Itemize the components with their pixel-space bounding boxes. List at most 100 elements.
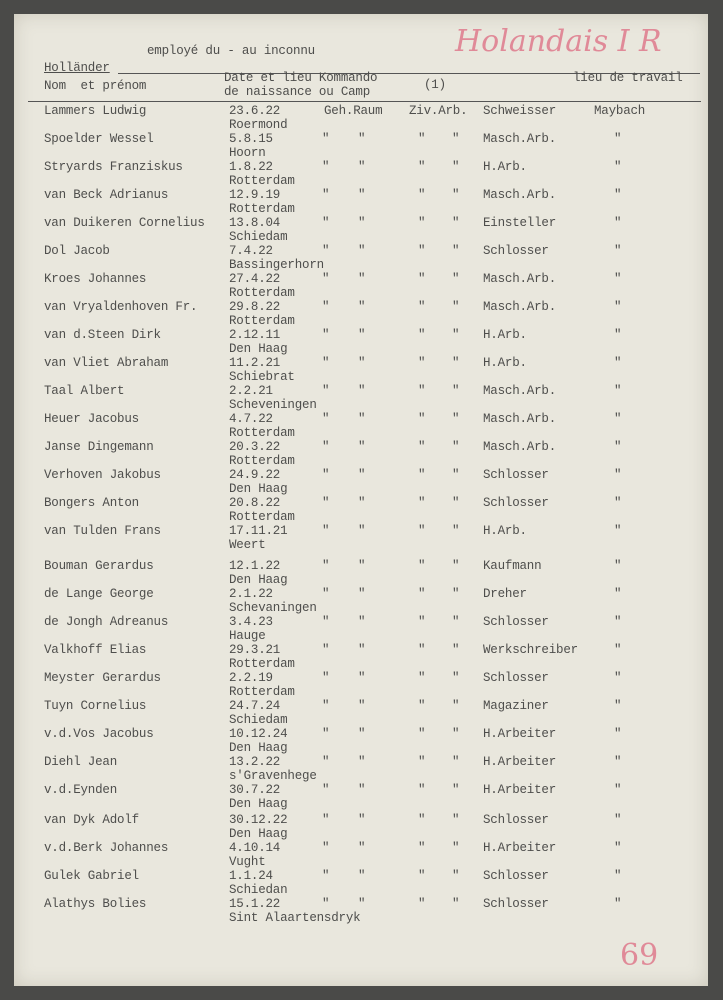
birth-date: 27.4.22	[229, 272, 281, 286]
col-date-header-2: de naissance ou Camp	[224, 85, 371, 99]
kommando: "	[322, 783, 330, 797]
kommando: "	[322, 755, 330, 769]
work-place: "	[614, 755, 622, 769]
kommando: "	[322, 132, 330, 146]
camp: "	[358, 496, 366, 510]
col-3: "	[418, 440, 426, 454]
work-place: "	[614, 160, 622, 174]
col-3: "	[418, 468, 426, 482]
occupation: H.Arbeiter	[483, 755, 557, 769]
birth-place: Rotterdam	[229, 685, 295, 699]
work-place: "	[614, 813, 622, 827]
occupation: Schlosser	[483, 813, 549, 827]
kommando: "	[322, 412, 330, 426]
col-4: "	[452, 559, 460, 573]
work-place: "	[614, 412, 622, 426]
birth-date: 30.12.22	[229, 813, 288, 827]
header-rule	[118, 73, 700, 74]
birth-date: 13.8.04	[229, 216, 281, 230]
person-name: Heuer Jacobus	[44, 412, 139, 426]
kommando: "	[322, 468, 330, 482]
camp: "	[358, 216, 366, 230]
birth-place: Rotterdam	[229, 314, 295, 328]
kommando: "	[322, 671, 330, 685]
col-3: "	[418, 160, 426, 174]
col-4: "	[452, 671, 460, 685]
birth-place: Rotterdam	[229, 286, 295, 300]
birth-date: 13.2.22	[229, 755, 281, 769]
birth-date: 4.7.22	[229, 412, 273, 426]
work-place: "	[614, 869, 622, 883]
birth-date: 2.2.21	[229, 384, 273, 398]
person-name: Lammers Ludwig	[44, 104, 147, 118]
occupation: H.Arb.	[483, 524, 527, 538]
birth-date: 10.12.24	[229, 727, 288, 741]
col-4: "	[452, 727, 460, 741]
work-place: "	[614, 699, 622, 713]
col-3: "	[418, 755, 426, 769]
document-page	[14, 14, 708, 986]
col-4: "	[452, 272, 460, 286]
col-4: "	[452, 384, 460, 398]
col-4: "	[452, 132, 460, 146]
kommando: "	[322, 300, 330, 314]
col-3: "	[418, 615, 426, 629]
col-3: "	[418, 328, 426, 342]
work-place: "	[614, 272, 622, 286]
birth-date: 2.2.19	[229, 671, 273, 685]
col-3: "	[418, 783, 426, 797]
work-place: "	[614, 188, 622, 202]
kommando: "	[322, 587, 330, 601]
birth-date: 29.3.21	[229, 643, 281, 657]
person-name: Alathys Bolies	[44, 897, 147, 911]
work-place: "	[614, 671, 622, 685]
occupation: Masch.Arb.	[483, 440, 557, 454]
col-3: "	[418, 384, 426, 398]
work-place: "	[614, 897, 622, 911]
kommando: "	[322, 384, 330, 398]
camp: "	[358, 727, 366, 741]
occupation: H.Arb.	[483, 328, 527, 342]
occupation: Schweisser	[483, 104, 557, 118]
birth-date: 24.9.22	[229, 468, 281, 482]
kommando: "	[322, 643, 330, 657]
col-3: Ziv.Arb.	[409, 104, 468, 118]
birth-place: Hauge	[229, 629, 266, 643]
col-4: "	[452, 328, 460, 342]
birth-date: 23.6.22	[229, 104, 281, 118]
col-3: "	[418, 300, 426, 314]
work-place: "	[614, 643, 622, 657]
col-3: "	[418, 727, 426, 741]
camp: "	[358, 841, 366, 855]
birth-date: 12.1.22	[229, 559, 281, 573]
birth-place: Hoorn	[229, 146, 266, 160]
work-place: "	[614, 559, 622, 573]
occupation: Masch.Arb.	[483, 272, 557, 286]
birth-place: Rotterdam	[229, 454, 295, 468]
occupation: Schlosser	[483, 244, 549, 258]
work-place: "	[614, 524, 622, 538]
camp: "	[358, 188, 366, 202]
col-name-header: Nom et prénom	[44, 79, 147, 93]
col-4: "	[452, 813, 460, 827]
birth-date: 17.11.21	[229, 524, 288, 538]
birth-date: 2.12.11	[229, 328, 281, 342]
col-4: "	[452, 841, 460, 855]
person-name: van Vryaldenhoven Fr.	[44, 300, 198, 314]
work-place: Maybach	[594, 104, 646, 118]
kommando: "	[322, 727, 330, 741]
col-4: "	[452, 244, 460, 258]
work-place: "	[614, 384, 622, 398]
person-name: de Lange George	[44, 587, 154, 601]
handwritten-annotation: Holandais I R	[455, 24, 662, 59]
col-3: "	[418, 671, 426, 685]
col-3: "	[418, 216, 426, 230]
camp: "	[358, 468, 366, 482]
birth-date: 2.1.22	[229, 587, 273, 601]
person-name: Valkhoff Elias	[44, 643, 147, 657]
person-name: Kroes Johannes	[44, 272, 147, 286]
occupation: Schlosser	[483, 897, 549, 911]
person-name: van Duikeren Cornelius	[44, 216, 205, 230]
occupation: H.Arbeiter	[483, 727, 557, 741]
kommando: "	[322, 160, 330, 174]
